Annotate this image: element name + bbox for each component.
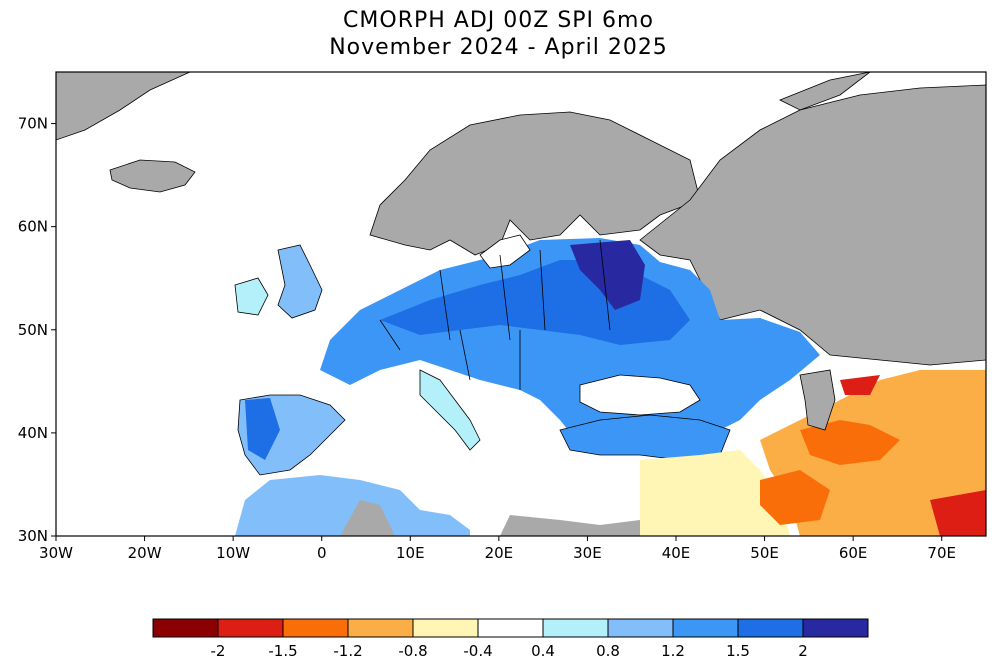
- colorbar-labels: -2 -1.5 -1.2 -0.8 -0.4 0.4 0.8 1.2 1.5 2: [211, 642, 808, 660]
- italy-field: [419, 369, 481, 451]
- colorbar-label: 1.5: [726, 642, 750, 660]
- scandinavia-nodata: [369, 111, 701, 256]
- middle-east-field: [640, 450, 790, 536]
- colorbar-label: -1.5: [268, 642, 297, 660]
- colorbar-box: [282, 618, 349, 638]
- north-africa-west: [235, 475, 470, 536]
- lat-tick-label: 60N: [18, 218, 48, 236]
- lon-tick-label: 0: [317, 544, 327, 562]
- ireland-field: [234, 277, 269, 316]
- lon-tick-label: 30E: [573, 544, 602, 562]
- lat-tick-label: 70N: [18, 115, 48, 133]
- lon-tick-label: 30W: [39, 544, 73, 562]
- colorbar: [152, 618, 869, 638]
- lon-tick-label: 50E: [750, 544, 779, 562]
- colorbar-box: [802, 618, 869, 638]
- colorbar-label: -0.8: [398, 642, 427, 660]
- iran-dry: [800, 420, 900, 465]
- colorbar-label: -1.2: [333, 642, 362, 660]
- country-borders: [379, 239, 611, 390]
- colorbar-box: [607, 618, 674, 638]
- lon-tick-label: 40E: [662, 544, 691, 562]
- lon-tick-label: 20E: [485, 544, 514, 562]
- colorbar-label: -2: [211, 642, 226, 660]
- lon-tick-label: 10E: [396, 544, 425, 562]
- kazakh-very-dry: [840, 375, 880, 395]
- lon-tick-label: 20W: [128, 544, 162, 562]
- map-frame: [55, 71, 987, 537]
- map-title: CMORPH ADJ 00Z SPI 6mo: [343, 8, 654, 33]
- longitude-ticks: 30W 20W 10W 0 10E 20E 30E 40E 50E 60E 70E: [39, 536, 956, 562]
- colorbar-label: 2: [798, 642, 808, 660]
- map-field: [56, 72, 986, 536]
- lat-tick-label: 50N: [18, 321, 48, 339]
- colorbar-box: [477, 618, 544, 638]
- latitude-ticks: 30N 40N 50N 60N 70N: [18, 115, 56, 545]
- iran-south-dry: [760, 470, 830, 525]
- britain-field: [277, 244, 323, 319]
- black-sea: [579, 374, 701, 416]
- colorbar-box: [542, 618, 609, 638]
- colorbar-label: 0.4: [531, 642, 555, 660]
- sahara-nodata: [340, 500, 395, 536]
- colorbar-box: [412, 618, 479, 638]
- colorbar-box: [152, 618, 219, 638]
- belarus-very-wet: [570, 240, 645, 310]
- caspian-nodata: [799, 369, 836, 431]
- colorbar-box: [347, 618, 414, 638]
- map-subtitle: November 2024 - April 2025: [329, 35, 668, 60]
- colorbar-box: [217, 618, 284, 638]
- colorbar-label: 0.8: [596, 642, 620, 660]
- lat-tick-label: 40N: [18, 424, 48, 442]
- libya-egypt-nodata: [500, 515, 660, 536]
- portugal-wet: [245, 398, 280, 460]
- pakistan-very-dry: [930, 490, 986, 536]
- lon-tick-label: 10W: [216, 544, 250, 562]
- colorbar-label: -0.4: [463, 642, 492, 660]
- lon-tick-label: 60E: [839, 544, 868, 562]
- iceland-land: [109, 159, 196, 193]
- greenland-land: [56, 72, 191, 141]
- colorbar-box: [672, 618, 739, 638]
- lat-tick-label: 30N: [18, 527, 48, 545]
- lon-tick-label: 70E: [927, 544, 956, 562]
- colorbar-box: [737, 618, 804, 638]
- novaya-zemlya: [779, 72, 871, 111]
- colorbar-label: 1.2: [661, 642, 685, 660]
- baltic-sea: [479, 234, 531, 269]
